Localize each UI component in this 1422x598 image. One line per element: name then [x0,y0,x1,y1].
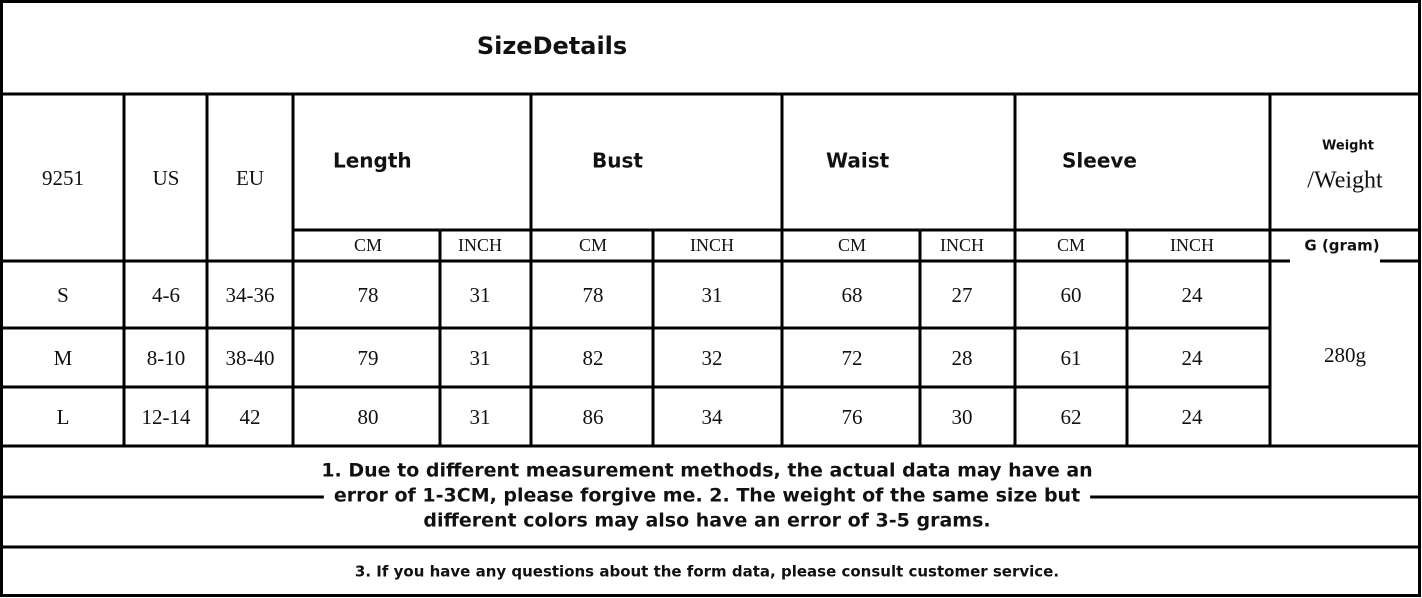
unit-header: INCH [940,235,984,255]
cell: 80 [358,405,379,429]
unit-header: INCH [690,235,734,255]
cell: 34 [702,405,724,429]
cell: 78 [583,283,604,307]
group-header: Bust [592,149,643,173]
column-header: /Weight [1307,168,1383,194]
cell: 78 [358,283,379,307]
cell: 62 [1061,405,1082,429]
cell: M [54,346,73,370]
unit-header: CM [1057,235,1085,255]
column-header: Weight [1322,139,1374,154]
cell: 8-10 [147,346,186,370]
column-header: 9251 [42,166,84,190]
group-header: Waist [826,149,890,173]
unit-header: CM [354,235,382,255]
cell: 38-40 [226,346,275,370]
cell: 28 [952,346,973,370]
cell: 24 [1182,405,1204,429]
cell: 31 [702,283,723,307]
cell: 76 [842,405,863,429]
note: error of 1-3CM, please forgive me. 2. Th… [334,485,1080,507]
cell: 24 [1182,283,1204,307]
unit-header: CM [838,235,866,255]
note: different colors may also have an error … [423,510,990,532]
cell: 12-14 [142,405,191,429]
unit-header: INCH [1170,235,1214,255]
cell: 30 [952,405,973,429]
unit-header: CM [579,235,607,255]
cell: 61 [1061,346,1082,370]
cell: 31 [470,405,491,429]
weight-value: 280g [1324,343,1367,367]
cell: L [57,405,70,429]
cell: 4-6 [152,283,180,307]
cell: 79 [358,346,379,370]
cell: 32 [702,346,723,370]
note: 1. Due to different measurement methods,… [321,460,1092,482]
cell: 60 [1061,283,1082,307]
cell: S [57,283,69,307]
cell: 34-36 [226,283,275,307]
title: SizeDetails [477,32,627,60]
cell: 31 [470,283,491,307]
cell: 68 [842,283,863,307]
note-background [323,484,1091,507]
cell: 42 [240,405,261,429]
cell: 82 [583,346,604,370]
unit-header: G (gram) [1304,237,1379,255]
unit-header: INCH [458,235,502,255]
group-header: Sleeve [1062,149,1137,173]
cell: 72 [842,346,863,370]
cell: 86 [583,405,604,429]
group-header: Length [333,149,412,173]
note: 3. If you have any questions about the f… [355,563,1059,581]
cell: 27 [952,283,973,307]
column-header: EU [236,166,264,190]
cell: 31 [470,346,491,370]
column-header: US [153,166,180,190]
cell: 24 [1182,346,1204,370]
